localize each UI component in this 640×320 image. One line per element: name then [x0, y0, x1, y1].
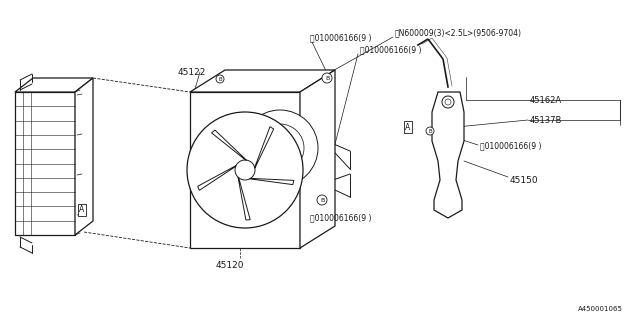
Circle shape: [442, 96, 454, 108]
Circle shape: [242, 110, 318, 186]
Text: B: B: [428, 129, 432, 133]
Polygon shape: [190, 92, 300, 248]
Text: A: A: [405, 123, 411, 132]
Text: B: B: [320, 197, 324, 203]
Text: Ⓑ010006166(9 ): Ⓑ010006166(9 ): [310, 33, 371, 42]
Text: 45162A: 45162A: [530, 95, 562, 105]
Polygon shape: [432, 92, 464, 218]
Text: 45122: 45122: [178, 68, 206, 76]
Circle shape: [426, 127, 434, 135]
Circle shape: [235, 160, 255, 180]
Text: ⓃN600009(3)<2.5L>(9506-9704): ⓃN600009(3)<2.5L>(9506-9704): [395, 28, 522, 37]
Text: Ⓑ010006166(9 ): Ⓑ010006166(9 ): [310, 213, 371, 222]
Text: 45150: 45150: [510, 175, 539, 185]
Text: Ⓑ010006166(9 ): Ⓑ010006166(9 ): [360, 45, 422, 54]
Text: A450001065: A450001065: [577, 306, 623, 312]
Circle shape: [216, 75, 224, 83]
Text: B: B: [325, 76, 329, 81]
Text: B: B: [218, 76, 222, 82]
Polygon shape: [75, 78, 93, 235]
Text: 45120: 45120: [216, 260, 244, 269]
Polygon shape: [15, 78, 93, 92]
Polygon shape: [15, 92, 75, 235]
Polygon shape: [190, 70, 335, 92]
Circle shape: [322, 73, 332, 83]
Text: Ⓑ010006166(9 ): Ⓑ010006166(9 ): [480, 141, 541, 150]
Circle shape: [256, 124, 304, 172]
Circle shape: [187, 112, 303, 228]
Text: 45137B: 45137B: [530, 116, 563, 124]
Text: A: A: [79, 205, 84, 214]
Circle shape: [317, 195, 327, 205]
Polygon shape: [300, 70, 335, 248]
